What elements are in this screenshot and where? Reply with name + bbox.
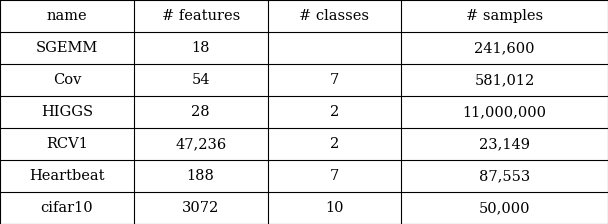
Text: cifar10: cifar10 <box>41 201 93 215</box>
Text: 18: 18 <box>192 41 210 55</box>
Text: # samples: # samples <box>466 9 543 23</box>
Text: 188: 188 <box>187 169 215 183</box>
Text: 581,012: 581,012 <box>474 73 535 87</box>
Text: 7: 7 <box>330 73 339 87</box>
Text: 87,553: 87,553 <box>479 169 530 183</box>
Text: Cov: Cov <box>53 73 81 87</box>
Text: Heartbeat: Heartbeat <box>29 169 105 183</box>
Text: 3072: 3072 <box>182 201 219 215</box>
Text: RCV1: RCV1 <box>46 137 88 151</box>
Text: 11,000,000: 11,000,000 <box>463 105 547 119</box>
Text: HIGGS: HIGGS <box>41 105 93 119</box>
Text: # features: # features <box>162 9 240 23</box>
Text: 54: 54 <box>192 73 210 87</box>
Text: # classes: # classes <box>299 9 370 23</box>
Text: 28: 28 <box>192 105 210 119</box>
Text: 23,149: 23,149 <box>479 137 530 151</box>
Text: 47,236: 47,236 <box>175 137 226 151</box>
Text: 2: 2 <box>330 137 339 151</box>
Text: 10: 10 <box>325 201 344 215</box>
Text: name: name <box>47 9 87 23</box>
Text: 2: 2 <box>330 105 339 119</box>
Text: SGEMM: SGEMM <box>36 41 98 55</box>
Text: 241,600: 241,600 <box>474 41 535 55</box>
Text: 7: 7 <box>330 169 339 183</box>
Text: 50,000: 50,000 <box>479 201 530 215</box>
